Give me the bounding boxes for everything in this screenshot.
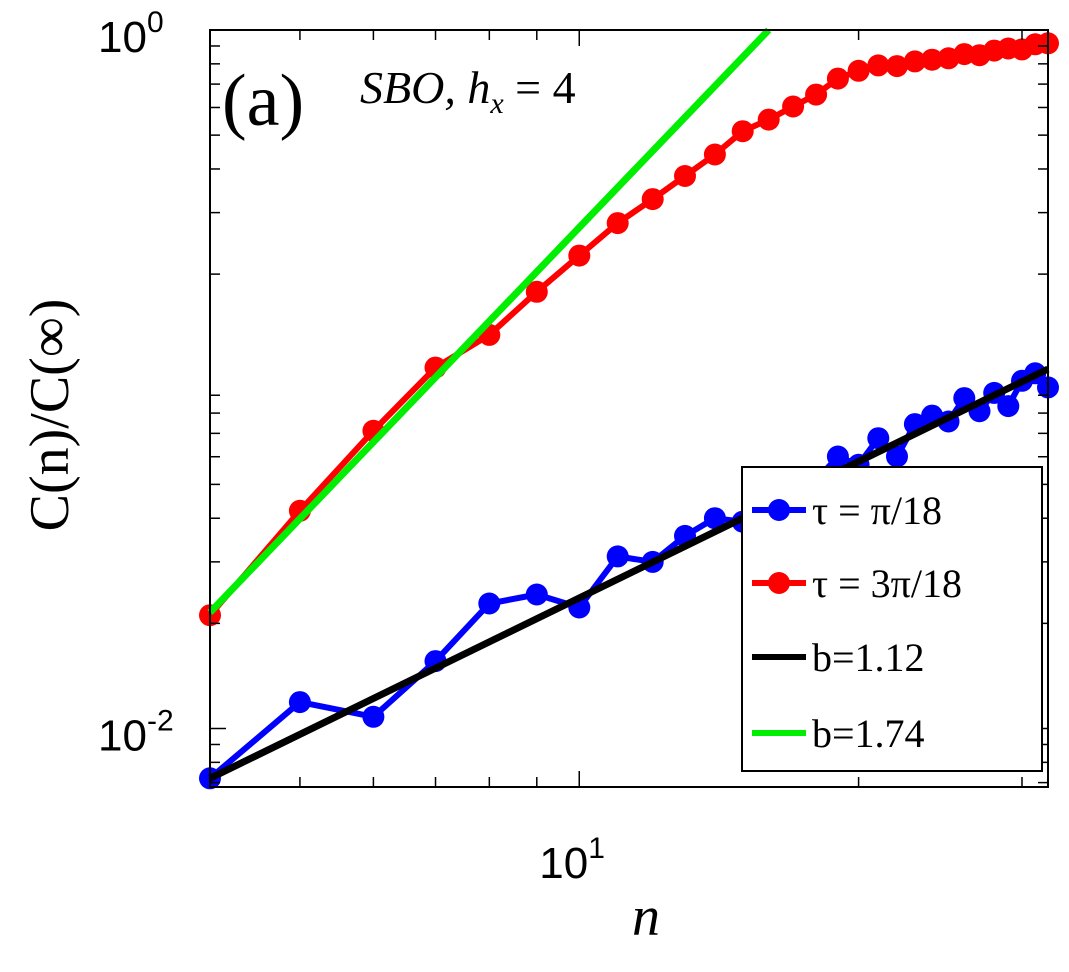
legend-box [741,466,1043,772]
legend-entry: b=1.12 [752,635,925,680]
tick-layer: 101 100 10-2 [98,6,1048,888]
series-3 [207,27,772,615]
legend: τ = π/18 τ = 3π/18 b=1.12 b=1.74 [741,466,1043,772]
legend-entry: τ = 3π/18 [752,561,962,606]
data-point [674,165,696,187]
legend-marker [768,572,790,594]
data-point [997,395,1020,418]
data-point [525,280,548,303]
data-point [757,108,780,131]
data-point [606,212,629,235]
data-point [288,691,311,714]
data-point [703,507,726,530]
x-axis-label: n [632,886,660,948]
data-point [805,83,828,106]
series-line [207,27,772,615]
legend-marker [768,499,790,521]
legend-label: b=1.12 [812,635,925,680]
x-tick-label: 101 [539,832,605,888]
legend-label: τ = π/18 [812,488,942,533]
axis-labels: n C(n)/C(∞) [19,299,660,948]
data-point [847,59,870,82]
data-point [606,545,629,568]
data-point [903,50,926,73]
annotation: SBO, hx = 4 [360,62,576,120]
legend-entry: b=1.74 [752,711,925,756]
legend-entries: τ = π/18 τ = 3π/18 b=1.12 b=1.74 [752,488,962,756]
data-point [826,445,849,468]
data-point [362,705,385,728]
data-point [641,188,664,211]
panel-label: (a) [222,60,304,142]
series-line [208,365,1050,782]
data-point [525,583,548,606]
data-point [886,445,908,468]
data-point [867,427,890,450]
data-point [921,48,944,71]
legend-entry: τ = π/18 [752,488,942,533]
data-point [568,244,591,267]
legend-label: b=1.74 [812,711,925,756]
y-tick-label: 100 [98,6,164,62]
data-point [782,95,805,118]
data-point [703,143,726,166]
data-point [826,67,849,90]
data-point [478,592,501,615]
y-tick-label: 10-2 [98,705,174,761]
legend-label: τ = 3π/18 [812,561,962,606]
y-axis-label: C(n)/C(∞) [19,299,81,532]
data-point [731,120,754,143]
plot-frame [209,29,1049,788]
series-2 [208,365,1050,782]
data-point [886,55,908,78]
data-point [867,54,890,77]
